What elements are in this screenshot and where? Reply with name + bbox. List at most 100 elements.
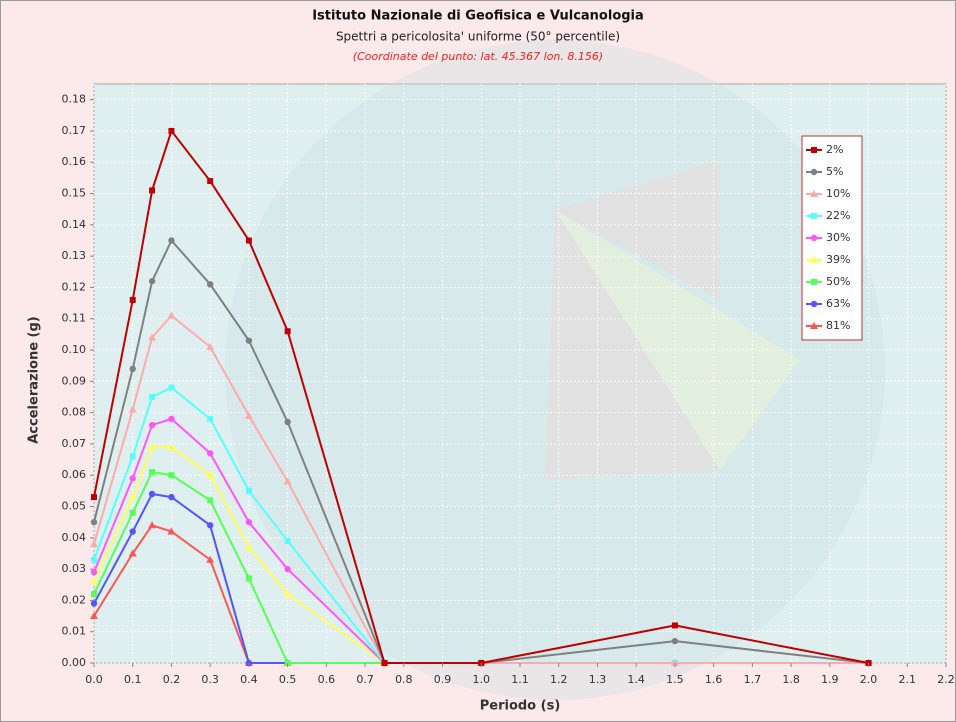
x-tick-label: 1.3 [589,673,607,686]
point [149,393,156,400]
x-tick-label: 2.1 [899,673,917,686]
point [207,497,214,504]
y-tick-label: 0.02 [62,593,87,606]
legend-label: 22% [826,209,850,222]
point [129,475,136,482]
logo-globe [225,40,885,700]
point [245,575,252,582]
x-tick-label: 2.2 [937,673,955,686]
point [129,296,136,303]
point [283,590,292,598]
legend-marker [810,322,818,329]
legend-marker [810,300,818,308]
point [148,521,157,529]
y-tick-label: 0.05 [62,500,87,513]
point [284,328,291,335]
point [207,178,214,185]
legend-label: 5% [826,165,843,178]
point [90,540,98,548]
logo-watermark [225,40,885,700]
point [129,365,136,373]
point [206,555,215,563]
point [148,421,156,429]
point [206,522,214,529]
point [168,127,175,134]
point [206,281,214,288]
point [206,450,214,457]
y-tick-label: 0.01 [62,625,87,638]
legend-marker [810,190,818,197]
point [167,443,176,451]
point [284,537,291,544]
y-tick-label: 0.00 [62,656,87,669]
point [245,487,252,494]
point [90,569,98,576]
point [168,237,175,244]
point [168,384,175,391]
point [167,311,176,319]
x-tick-label: 1.0 [473,673,491,686]
point [671,622,678,629]
y-tick-label: 0.06 [62,468,87,481]
y-tick-label: 0.13 [62,249,87,262]
x-tick-label: 0.7 [356,673,374,686]
logo-segment [555,210,800,470]
point [128,549,137,557]
point [90,600,98,607]
point [148,443,157,451]
point [148,333,157,341]
x-tick-label: 0.4 [240,673,258,686]
legend: 2% 5% 10% 22% 30% 39% 50% 63% 81% [801,135,863,341]
point [90,518,98,526]
point [168,472,175,479]
x-tick-label: 1.6 [705,673,723,686]
point [284,418,291,426]
point [245,518,253,526]
x-tick-label: 0.5 [279,673,297,686]
legend-label: 10% [826,187,850,200]
point [168,415,175,423]
point [207,415,214,422]
point [168,493,175,501]
legend-marker [811,279,817,285]
point [149,187,156,194]
legend-marker [811,213,817,219]
x-tick-label: 0.3 [201,673,219,686]
legend-marker [810,168,818,176]
point [90,612,98,620]
y-tick-label: 0.14 [62,218,87,231]
y-axis-label: Accelerazione (g) [27,316,42,444]
point [129,453,136,460]
point [148,277,156,285]
legend-label: 2% [826,143,843,156]
chart-title: Istituto Nazionale di Geofisica e Vulcan… [312,9,644,24]
y-tick-label: 0.08 [62,406,87,419]
y-tick-label: 0.11 [62,312,87,325]
point [206,471,215,479]
point [245,237,252,244]
x-tick-label: 1.8 [782,673,800,686]
point [670,659,679,666]
point [167,527,176,535]
x-tick-label: 1.1 [511,673,529,686]
x-tick-label: 0.9 [434,673,452,686]
point [671,637,679,645]
point [245,337,253,344]
x-tick-label: 1.7 [744,673,762,686]
point [91,556,97,563]
x-tick-label: 0.0 [85,673,103,686]
point [283,477,292,485]
point [129,528,136,535]
annotation: (Coordinate del punto: lat. 45.367 lon. … [353,50,603,63]
point [206,342,215,350]
x-axis-label: Periodo (s) [480,699,561,714]
point [244,543,253,551]
legend-label: 30% [826,231,850,244]
legend-marker [810,234,818,242]
point [128,405,137,413]
point [128,493,137,501]
point [244,411,253,419]
point [129,509,136,516]
point [148,490,156,498]
